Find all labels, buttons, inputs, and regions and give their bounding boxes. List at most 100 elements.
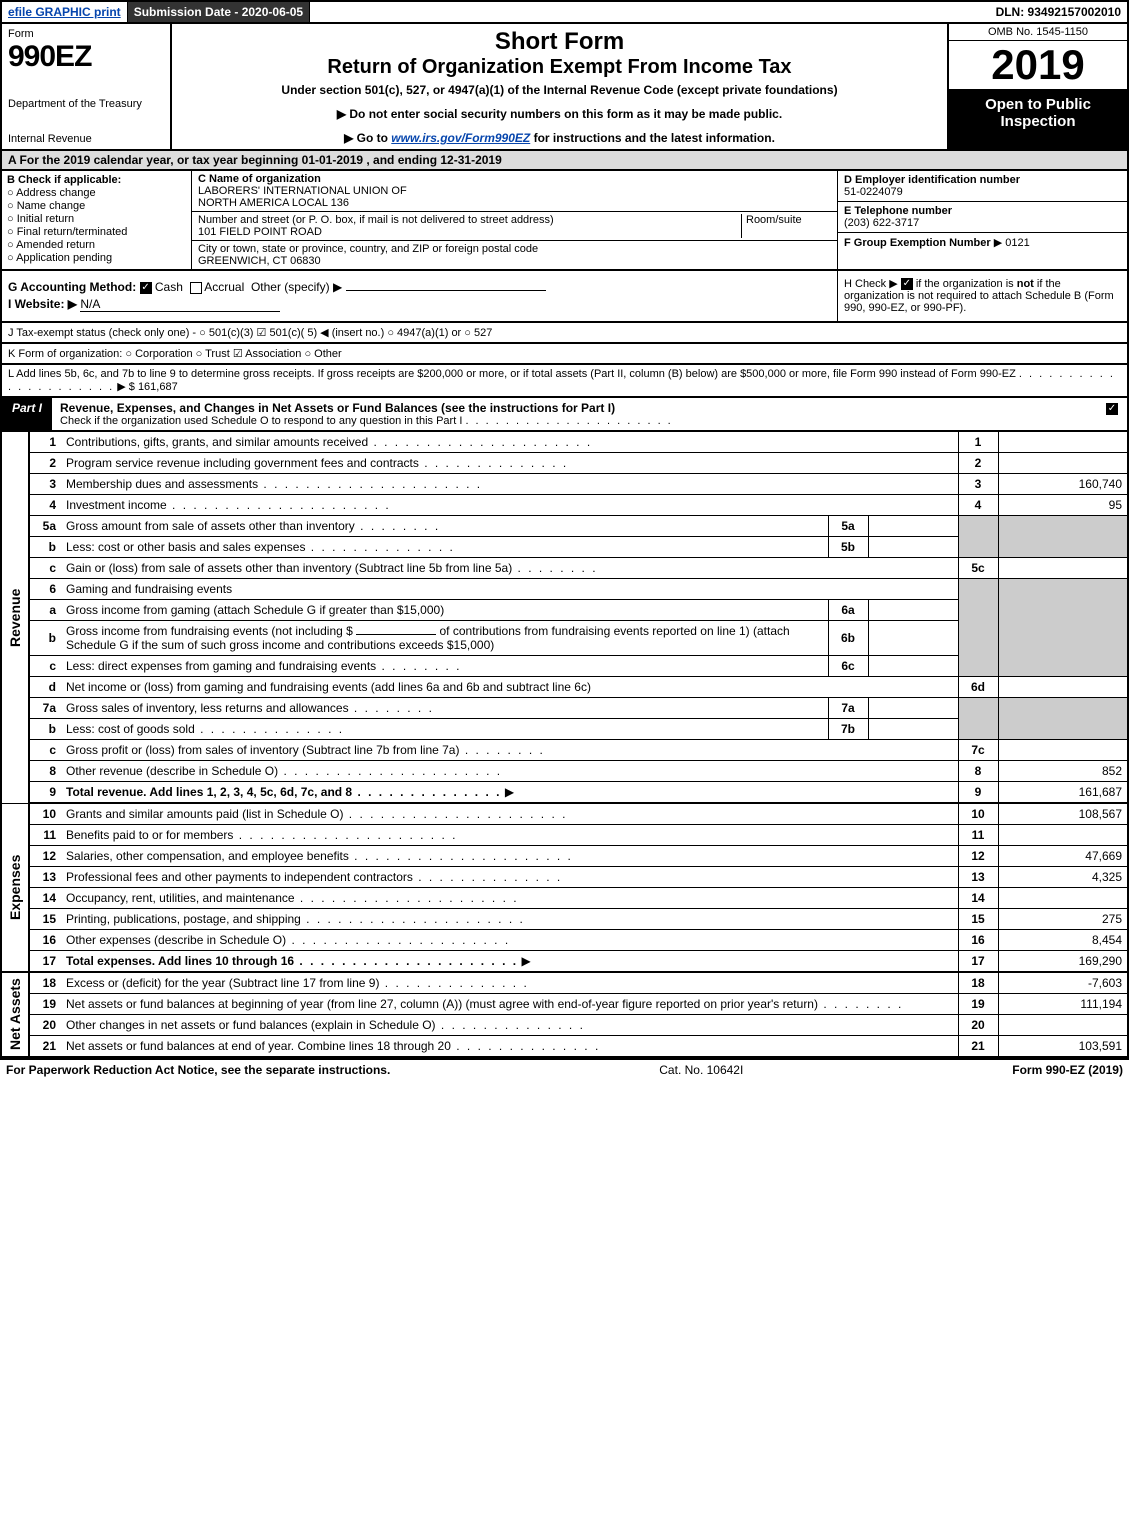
- form-label: Form: [8, 28, 164, 40]
- l7a-subval: [868, 698, 958, 719]
- part1-paren: (see the instructions for Part I): [441, 401, 615, 415]
- other-label: Other (specify) ▶: [251, 280, 342, 294]
- col-def: D Employer identification number 51-0224…: [837, 171, 1127, 269]
- l15-box: 15: [958, 909, 998, 930]
- l5c-val: [998, 558, 1128, 579]
- goto-pre: ▶ Go to: [344, 131, 391, 145]
- l19-val: 111,194: [998, 994, 1128, 1015]
- chk-initial-return[interactable]: Initial return: [7, 213, 186, 225]
- submission-date: Submission Date - 2020-06-05: [128, 2, 310, 22]
- l5b-desc: Less: cost or other basis and sales expe…: [66, 540, 455, 554]
- ein-value: 51-0224079: [844, 186, 903, 198]
- header-left: Form 990EZ Department of the Treasury In…: [2, 24, 172, 149]
- org-name-hdr: C Name of organization: [198, 173, 321, 185]
- l6b-subval: [868, 621, 958, 656]
- l17-val: 169,290: [998, 951, 1128, 973]
- l8-box: 8: [958, 761, 998, 782]
- gh-block: G Accounting Method: ✓ Cash Accrual Othe…: [0, 271, 1129, 323]
- ssn-notice: ▶ Do not enter social security numbers o…: [180, 107, 939, 121]
- l16-box: 16: [958, 930, 998, 951]
- l7c-num: c: [29, 740, 61, 761]
- ein-hdr: D Employer identification number: [844, 174, 1020, 186]
- chk-application-pending[interactable]: Application pending: [7, 252, 186, 264]
- l9-box: 9: [958, 782, 998, 804]
- chk-accrual[interactable]: [190, 282, 202, 294]
- l2-val: [998, 453, 1128, 474]
- col-b-header: B Check if applicable:: [7, 174, 121, 186]
- header-mid: Short Form Return of Organization Exempt…: [172, 24, 947, 149]
- l17-box: 17: [958, 951, 998, 973]
- part1-sub-dots: [465, 415, 672, 427]
- return-title: Return of Organization Exempt From Incom…: [180, 56, 939, 79]
- city-state-zip: GREENWICH, CT 06830: [198, 255, 321, 267]
- chk-cash[interactable]: ✓: [140, 282, 152, 294]
- l7ab-shade: [958, 698, 998, 740]
- chk-name-change[interactable]: Name change: [7, 200, 186, 212]
- goto-notice: ▶ Go to www.irs.gov/Form990EZ for instru…: [180, 131, 939, 145]
- line-g: G Accounting Method: ✓ Cash Accrual Othe…: [8, 280, 831, 294]
- h-not: not: [1017, 278, 1034, 290]
- l6d-desc: Net income or (loss) from gaming and fun…: [61, 677, 958, 698]
- line-l-amount: ▶ $ 161,687: [117, 381, 177, 393]
- l12-desc: Salaries, other compensation, and employ…: [66, 849, 573, 863]
- line-i: I Website: ▶ N/A: [8, 297, 831, 312]
- line-h: H Check ▶ ✓ if the organization is not i…: [837, 271, 1127, 321]
- l19-desc: Net assets or fund balances at beginning…: [66, 997, 903, 1011]
- street-addr: 101 FIELD POINT ROAD: [198, 226, 322, 238]
- phone-hdr: E Telephone number: [844, 205, 952, 217]
- l10-desc: Grants and similar amounts paid (list in…: [66, 807, 567, 821]
- l6d-val: [998, 677, 1128, 698]
- l3-box: 3: [958, 474, 998, 495]
- chk-address-change[interactable]: Address change: [7, 187, 186, 199]
- l6c-sub: 6c: [828, 656, 868, 677]
- l8-num: 8: [29, 761, 61, 782]
- part1-schedule-o-chk[interactable]: ✓: [1097, 398, 1127, 430]
- top-bar: efile GRAPHIC print Submission Date - 20…: [0, 0, 1129, 24]
- footer-cat-no: Cat. No. 10642I: [659, 1063, 743, 1077]
- part1-title-text: Revenue, Expenses, and Changes in Net As…: [60, 401, 438, 415]
- l6a-num: a: [29, 600, 61, 621]
- other-specify-input[interactable]: [346, 290, 546, 291]
- l8-desc: Other revenue (describe in Schedule O): [66, 764, 502, 778]
- accrual-label: Accrual: [204, 280, 244, 294]
- irs-gov-link[interactable]: www.irs.gov/Form990EZ: [391, 131, 530, 145]
- l6b-num: b: [29, 621, 61, 656]
- col-c-org-info: C Name of organization LABORERS' INTERNA…: [192, 171, 837, 269]
- l16-num: 16: [29, 930, 61, 951]
- chk-amended-return[interactable]: Amended return: [7, 239, 186, 251]
- dept-treasury: Department of the Treasury: [8, 98, 164, 110]
- line-l: L Add lines 5b, 6c, and 7b to line 9 to …: [0, 365, 1129, 398]
- gen-hdr: F Group Exemption Number: [844, 237, 991, 249]
- chk-final-return[interactable]: Final return/terminated: [7, 226, 186, 238]
- irs-label: Internal Revenue: [8, 133, 164, 145]
- l19-box: 19: [958, 994, 998, 1015]
- tax-year: 2019: [949, 41, 1127, 90]
- part1-title: Revenue, Expenses, and Changes in Net As…: [52, 398, 1097, 430]
- gen-value: ▶ 0121: [994, 237, 1030, 249]
- l5ab-shade: [958, 516, 998, 558]
- l21-val: 103,591: [998, 1036, 1128, 1058]
- l5b-num: b: [29, 537, 61, 558]
- l6b-blank[interactable]: [356, 634, 436, 635]
- phone-value: (203) 622-3717: [844, 217, 919, 229]
- l13-val: 4,325: [998, 867, 1128, 888]
- l5c-num: c: [29, 558, 61, 579]
- l12-val: 47,669: [998, 846, 1128, 867]
- l18-val: -7,603: [998, 972, 1128, 994]
- l7a-sub: 7a: [828, 698, 868, 719]
- efile-link[interactable]: efile GRAPHIC print: [8, 5, 121, 19]
- sidelabel-expenses: Expenses: [1, 803, 29, 972]
- l15-desc: Printing, publications, postage, and shi…: [66, 912, 525, 926]
- l5b-subval: [868, 537, 958, 558]
- street-hdr: Number and street (or P. O. box, if mail…: [198, 214, 554, 226]
- chk-schedule-b[interactable]: ✓: [901, 278, 913, 290]
- l14-desc: Occupancy, rent, utilities, and maintena…: [66, 891, 519, 905]
- l5a-sub: 5a: [828, 516, 868, 537]
- open-to-public: Open to Public Inspection: [949, 90, 1127, 149]
- city-hdr: City or town, state or province, country…: [198, 243, 538, 255]
- under-section: Under section 501(c), 527, or 4947(a)(1)…: [180, 83, 939, 97]
- l18-num: 18: [29, 972, 61, 994]
- l21-num: 21: [29, 1036, 61, 1058]
- l14-num: 14: [29, 888, 61, 909]
- l3-num: 3: [29, 474, 61, 495]
